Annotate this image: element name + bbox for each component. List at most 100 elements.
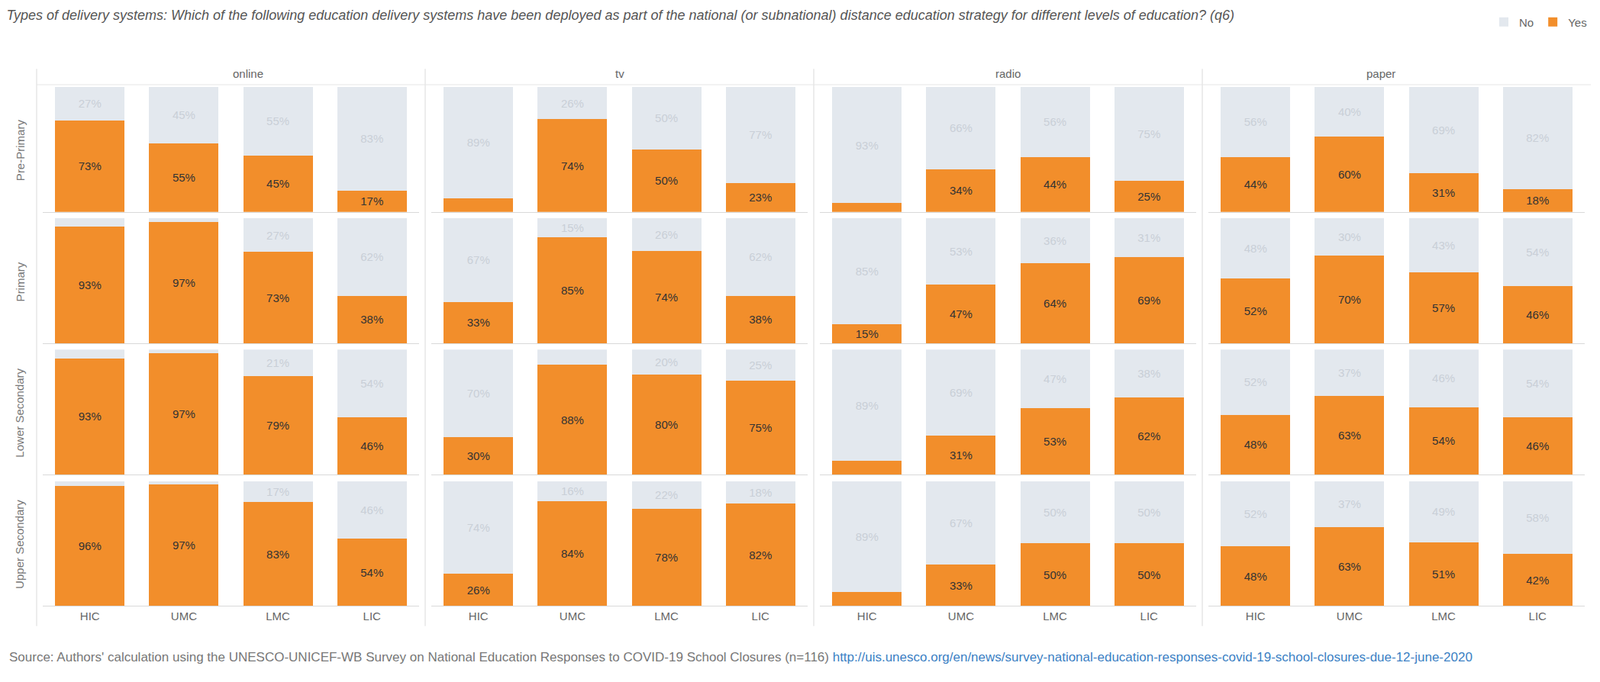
svg-text:tv: tv bbox=[615, 67, 625, 81]
svg-text:18%: 18% bbox=[1525, 193, 1549, 207]
svg-text:69%: 69% bbox=[1137, 293, 1161, 307]
svg-text:69%: 69% bbox=[1432, 123, 1455, 137]
svg-text:50%: 50% bbox=[654, 111, 678, 125]
svg-text:56%: 56% bbox=[1043, 115, 1067, 129]
svg-text:47%: 47% bbox=[1043, 372, 1067, 386]
svg-text:84%: 84% bbox=[561, 547, 584, 561]
svg-text:LIC: LIC bbox=[363, 609, 382, 623]
svg-text:27%: 27% bbox=[78, 96, 102, 110]
svg-text:HIC: HIC bbox=[468, 609, 489, 623]
svg-text:17%: 17% bbox=[360, 194, 384, 208]
svg-text:73%: 73% bbox=[266, 291, 290, 305]
svg-text:48%: 48% bbox=[1244, 570, 1268, 584]
svg-text:97%: 97% bbox=[172, 407, 196, 421]
svg-text:43%: 43% bbox=[1432, 238, 1455, 252]
svg-text:Lower Secondary: Lower Secondary bbox=[12, 367, 26, 458]
svg-text:Pre-Primary: Pre-Primary bbox=[13, 119, 27, 182]
svg-text:HIC: HIC bbox=[1245, 609, 1266, 623]
svg-text:52%: 52% bbox=[1244, 507, 1268, 521]
svg-text:17%: 17% bbox=[266, 485, 290, 499]
svg-text:27%: 27% bbox=[266, 229, 290, 242]
svg-text:89%: 89% bbox=[467, 135, 491, 149]
svg-text:LIC: LIC bbox=[1529, 609, 1548, 623]
svg-text:55%: 55% bbox=[266, 114, 290, 128]
svg-text:54%: 54% bbox=[1432, 434, 1455, 448]
svg-text:UMC: UMC bbox=[948, 609, 975, 623]
svg-text:82%: 82% bbox=[1525, 131, 1549, 145]
svg-text:54%: 54% bbox=[360, 377, 384, 391]
svg-text:46%: 46% bbox=[360, 503, 384, 517]
svg-text:63%: 63% bbox=[1338, 560, 1362, 574]
svg-text:25%: 25% bbox=[1137, 190, 1161, 204]
svg-text:online: online bbox=[232, 67, 264, 81]
svg-text:15%: 15% bbox=[855, 327, 879, 341]
svg-text:74%: 74% bbox=[467, 521, 491, 535]
svg-text:50%: 50% bbox=[1137, 568, 1161, 582]
svg-text:52%: 52% bbox=[1244, 304, 1268, 318]
svg-text:HIC: HIC bbox=[80, 609, 100, 623]
svg-text:26%: 26% bbox=[561, 96, 584, 110]
svg-text:37%: 37% bbox=[1338, 366, 1362, 380]
svg-text:30%: 30% bbox=[1338, 230, 1362, 244]
svg-text:97%: 97% bbox=[172, 276, 196, 290]
svg-text:74%: 74% bbox=[654, 290, 678, 304]
svg-text:45%: 45% bbox=[172, 108, 196, 122]
svg-text:79%: 79% bbox=[266, 419, 290, 433]
svg-text:Upper Secondary: Upper Secondary bbox=[12, 500, 26, 590]
svg-text:47%: 47% bbox=[949, 307, 973, 321]
svg-text:67%: 67% bbox=[467, 253, 491, 267]
svg-text:40%: 40% bbox=[1338, 105, 1362, 119]
svg-text:67%: 67% bbox=[949, 516, 973, 530]
svg-text:93%: 93% bbox=[78, 409, 102, 423]
svg-text:62%: 62% bbox=[748, 250, 772, 264]
svg-text:50%: 50% bbox=[654, 174, 678, 188]
svg-text:64%: 64% bbox=[1043, 296, 1067, 310]
svg-text:46%: 46% bbox=[1432, 371, 1455, 385]
svg-text:42%: 42% bbox=[1525, 574, 1549, 588]
svg-text:HIC: HIC bbox=[857, 609, 878, 623]
svg-text:89%: 89% bbox=[855, 399, 879, 413]
svg-text:52%: 52% bbox=[1244, 375, 1268, 389]
svg-text:70%: 70% bbox=[1338, 293, 1362, 307]
svg-text:54%: 54% bbox=[360, 566, 384, 580]
svg-text:97%: 97% bbox=[172, 538, 196, 552]
svg-text:73%: 73% bbox=[78, 159, 102, 173]
svg-text:25%: 25% bbox=[748, 358, 772, 372]
svg-text:85%: 85% bbox=[561, 283, 584, 297]
svg-text:LMC: LMC bbox=[265, 609, 291, 623]
svg-text:62%: 62% bbox=[360, 250, 384, 264]
svg-text:20%: 20% bbox=[654, 355, 678, 369]
svg-text:88%: 88% bbox=[561, 413, 584, 427]
svg-text:44%: 44% bbox=[1244, 177, 1268, 191]
svg-text:44%: 44% bbox=[1043, 177, 1067, 191]
svg-text:37%: 37% bbox=[1338, 497, 1362, 511]
svg-text:22%: 22% bbox=[654, 488, 678, 502]
svg-text:69%: 69% bbox=[949, 386, 973, 400]
svg-text:74%: 74% bbox=[561, 159, 584, 173]
svg-text:26%: 26% bbox=[467, 583, 491, 597]
svg-text:96%: 96% bbox=[78, 539, 102, 553]
svg-text:70%: 70% bbox=[467, 387, 491, 400]
svg-text:31%: 31% bbox=[949, 448, 973, 462]
svg-text:56%: 56% bbox=[1244, 115, 1268, 129]
svg-text:51%: 51% bbox=[1432, 567, 1455, 581]
svg-text:50%: 50% bbox=[1043, 568, 1067, 582]
svg-text:48%: 48% bbox=[1244, 438, 1268, 452]
svg-text:15%: 15% bbox=[561, 221, 584, 235]
svg-text:31%: 31% bbox=[1432, 186, 1455, 200]
svg-text:62%: 62% bbox=[1137, 429, 1161, 443]
svg-text:63%: 63% bbox=[1338, 429, 1362, 442]
svg-text:83%: 83% bbox=[266, 548, 290, 562]
svg-text:31%: 31% bbox=[1137, 231, 1161, 245]
svg-text:33%: 33% bbox=[949, 579, 973, 593]
svg-text:80%: 80% bbox=[654, 418, 678, 432]
svg-text:53%: 53% bbox=[1043, 435, 1067, 449]
svg-text:50%: 50% bbox=[1043, 506, 1067, 520]
svg-text:49%: 49% bbox=[1432, 505, 1455, 519]
svg-text:82%: 82% bbox=[748, 548, 772, 562]
svg-text:93%: 93% bbox=[78, 278, 102, 292]
svg-text:34%: 34% bbox=[949, 183, 973, 197]
svg-text:33%: 33% bbox=[467, 316, 491, 330]
svg-text:LMC: LMC bbox=[654, 609, 679, 623]
svg-text:77%: 77% bbox=[748, 128, 772, 142]
